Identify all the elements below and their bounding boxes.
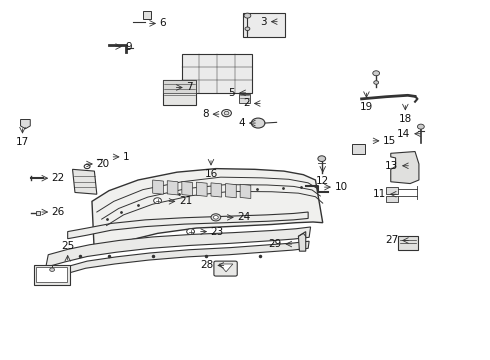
Text: 14: 14 bbox=[397, 129, 410, 139]
Text: 9: 9 bbox=[125, 41, 132, 51]
Circle shape bbox=[251, 118, 265, 128]
Polygon shape bbox=[211, 183, 221, 197]
Text: 11: 11 bbox=[372, 189, 386, 199]
Polygon shape bbox=[298, 231, 306, 251]
Polygon shape bbox=[167, 181, 178, 195]
Polygon shape bbox=[391, 152, 419, 184]
Circle shape bbox=[245, 27, 250, 31]
Polygon shape bbox=[225, 184, 236, 198]
Text: 24: 24 bbox=[237, 212, 250, 222]
Circle shape bbox=[417, 124, 424, 129]
Bar bbox=[34, 265, 70, 285]
Text: 10: 10 bbox=[334, 182, 347, 192]
Bar bbox=[239, 94, 250, 103]
FancyBboxPatch shape bbox=[214, 261, 237, 276]
Text: 16: 16 bbox=[204, 169, 218, 179]
Polygon shape bbox=[36, 211, 40, 215]
Polygon shape bbox=[73, 169, 97, 194]
Text: 7: 7 bbox=[186, 82, 193, 93]
Polygon shape bbox=[68, 212, 308, 239]
Text: 27: 27 bbox=[385, 235, 398, 246]
Text: 19: 19 bbox=[360, 102, 373, 112]
Circle shape bbox=[373, 71, 380, 76]
Text: 2: 2 bbox=[243, 99, 250, 108]
Text: 3: 3 bbox=[260, 17, 267, 27]
Text: 1: 1 bbox=[123, 152, 130, 162]
Bar bbox=[143, 11, 151, 19]
Polygon shape bbox=[45, 241, 309, 280]
Text: 13: 13 bbox=[385, 161, 398, 171]
Text: 6: 6 bbox=[159, 18, 166, 28]
Text: 26: 26 bbox=[51, 207, 65, 217]
Polygon shape bbox=[92, 168, 323, 255]
Polygon shape bbox=[240, 184, 251, 198]
Polygon shape bbox=[46, 227, 311, 267]
Text: 29: 29 bbox=[268, 239, 281, 249]
Text: 22: 22 bbox=[51, 173, 65, 183]
Circle shape bbox=[221, 109, 231, 117]
Text: 8: 8 bbox=[202, 109, 209, 119]
Text: 15: 15 bbox=[383, 136, 396, 146]
Bar bbox=[163, 80, 196, 93]
Bar bbox=[352, 144, 366, 154]
Polygon shape bbox=[21, 120, 30, 129]
Text: 23: 23 bbox=[211, 226, 224, 237]
Polygon shape bbox=[219, 264, 233, 272]
Text: 17: 17 bbox=[16, 137, 29, 147]
Bar bbox=[243, 13, 285, 37]
Polygon shape bbox=[153, 180, 163, 194]
Text: 21: 21 bbox=[179, 196, 192, 206]
Polygon shape bbox=[196, 182, 207, 196]
Text: 18: 18 bbox=[399, 114, 412, 124]
Text: 4: 4 bbox=[238, 118, 245, 128]
Bar bbox=[398, 236, 418, 250]
Circle shape bbox=[187, 229, 195, 234]
Circle shape bbox=[49, 268, 54, 271]
Bar bbox=[36, 267, 67, 283]
Bar bbox=[386, 196, 398, 202]
Circle shape bbox=[318, 156, 326, 162]
Polygon shape bbox=[182, 181, 193, 195]
Bar bbox=[182, 54, 252, 93]
Text: 25: 25 bbox=[61, 241, 74, 251]
Text: 28: 28 bbox=[200, 260, 214, 270]
Circle shape bbox=[211, 214, 220, 221]
Circle shape bbox=[214, 216, 218, 219]
Text: 20: 20 bbox=[97, 159, 109, 169]
Circle shape bbox=[154, 198, 161, 203]
Circle shape bbox=[374, 81, 379, 84]
Text: 5: 5 bbox=[229, 88, 235, 98]
Circle shape bbox=[244, 13, 251, 18]
Bar bbox=[386, 187, 398, 194]
Circle shape bbox=[224, 111, 229, 115]
Bar bbox=[163, 80, 196, 104]
Text: 12: 12 bbox=[316, 176, 329, 186]
